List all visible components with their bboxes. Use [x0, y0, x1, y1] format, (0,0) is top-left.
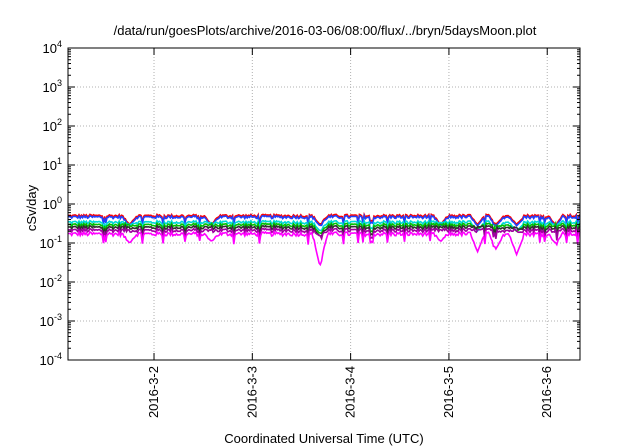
y-tick-label: 10-3: [40, 312, 62, 329]
y-tick-label: 104: [43, 39, 62, 56]
x-tick-label: 2016-3-4: [343, 366, 358, 418]
y-tick-label: 101: [43, 156, 62, 173]
series-line: [67, 229, 581, 267]
series-line: [67, 226, 581, 241]
y-tick-label: 100: [43, 195, 62, 212]
x-tick-label: 2016-3-5: [441, 366, 456, 418]
y-axis-label: cSv/day: [24, 184, 39, 231]
series-line: [67, 223, 581, 238]
x-tick-label: 2016-3-2: [146, 366, 161, 418]
y-tick-label: 10-2: [40, 273, 62, 290]
y-tick-label: 10-4: [40, 351, 62, 368]
x-tick-label: 2016-3-3: [244, 366, 259, 418]
chart-title: /data/run/goesPlots/archive/2016-03-06/0…: [114, 23, 537, 38]
series-line: [67, 211, 581, 226]
axes: 10-4 10-3 10-2 10-1 100 101 102 103 104 2016-3-2 2…: [40, 39, 581, 418]
series-layer: [67, 211, 581, 267]
x-tick-label: 2016-3-6: [539, 366, 554, 418]
grid: [68, 48, 580, 360]
x-axis-label: Coordinated Universal Time (UTC): [224, 431, 423, 446]
y-tick-label: 102: [43, 117, 62, 134]
series-line: [67, 220, 581, 235]
y-tick-label: 103: [43, 78, 62, 95]
y-tick-label: 10-1: [40, 234, 62, 251]
